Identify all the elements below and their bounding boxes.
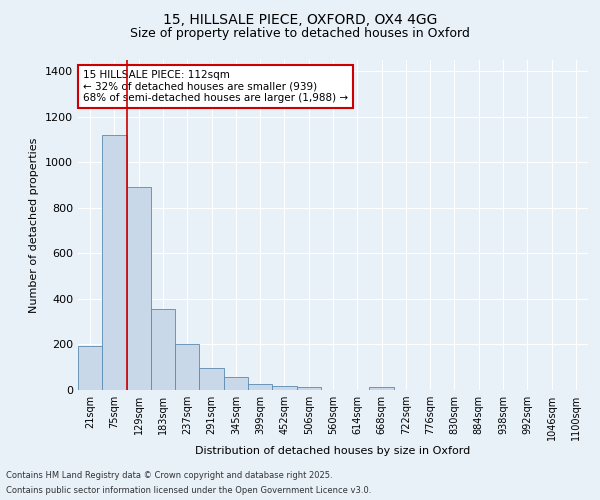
Bar xyxy=(102,135,127,390)
Bar xyxy=(224,377,248,390)
Bar xyxy=(175,344,199,390)
Bar xyxy=(248,384,272,390)
Bar xyxy=(151,309,175,390)
Bar xyxy=(78,346,102,390)
Bar xyxy=(370,386,394,390)
Bar xyxy=(127,188,151,390)
Bar xyxy=(272,386,296,390)
X-axis label: Distribution of detached houses by size in Oxford: Distribution of detached houses by size … xyxy=(196,446,470,456)
Text: Contains HM Land Registry data © Crown copyright and database right 2025.: Contains HM Land Registry data © Crown c… xyxy=(6,471,332,480)
Text: 15, HILLSALE PIECE, OXFORD, OX4 4GG: 15, HILLSALE PIECE, OXFORD, OX4 4GG xyxy=(163,12,437,26)
Text: Size of property relative to detached houses in Oxford: Size of property relative to detached ho… xyxy=(130,28,470,40)
Bar xyxy=(296,388,321,390)
Bar xyxy=(199,368,224,390)
Text: 15 HILLSALE PIECE: 112sqm
← 32% of detached houses are smaller (939)
68% of semi: 15 HILLSALE PIECE: 112sqm ← 32% of detac… xyxy=(83,70,348,103)
Y-axis label: Number of detached properties: Number of detached properties xyxy=(29,138,40,312)
Text: Contains public sector information licensed under the Open Government Licence v3: Contains public sector information licen… xyxy=(6,486,371,495)
